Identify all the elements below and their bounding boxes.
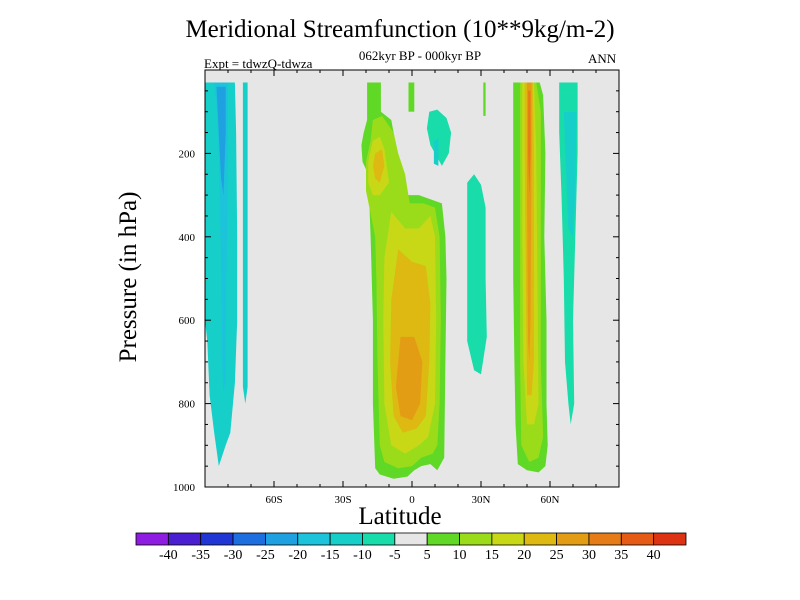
colorbar-label: -20 [288, 548, 307, 563]
contour-regions [205, 82, 578, 479]
colorbar-label: -40 [159, 548, 178, 563]
colorbar-label: -5 [389, 548, 401, 563]
colorbar: -40 -35 -30 -25 -20 -15 -10 -5 5 10 15 20 25 30 35 40 [135, 532, 687, 563]
colorbar-label: 20 [517, 548, 531, 563]
x-tick-label: 0 [409, 494, 415, 506]
colorbar-swatch [459, 532, 493, 546]
chart-title: Meridional Streamfunction (10**9kg/m-2) [185, 16, 615, 43]
colorbar-label: 40 [647, 548, 661, 563]
contour-region-21 [528, 90, 531, 196]
contour-region-3 [242, 82, 248, 404]
colorbar-swatch [491, 532, 525, 546]
colorbar-label: 15 [485, 548, 499, 563]
contour-region-12 [483, 82, 486, 116]
x-tick-label: 60N [541, 494, 560, 506]
contour-region-2 [216, 86, 226, 196]
colorbar-swatch [588, 532, 622, 546]
contour-region-13 [426, 109, 452, 166]
colorbar-swatch [620, 532, 655, 546]
colorbar-swatch [329, 532, 363, 546]
contour-region-15 [467, 174, 487, 375]
colorbar-swatch [297, 532, 331, 546]
x-tick-label: 30S [334, 494, 351, 506]
colorbar-label: -15 [321, 548, 340, 563]
colorbar-swatch [523, 532, 557, 546]
season-label: ANN [588, 51, 617, 66]
x-tick-label: 60S [265, 494, 282, 506]
colorbar-swatch [167, 532, 202, 546]
contour-region-8 [372, 149, 385, 183]
chart-subtitle: 062kyr BP - 000kyr BP [358, 48, 482, 63]
experiment-label: Expt = tdwzQ-tdwza [204, 56, 313, 71]
colorbar-swatch [135, 532, 169, 546]
colorbar-swatch [232, 532, 266, 546]
contour-region-23 [563, 111, 577, 237]
colorbar-swatch [265, 532, 299, 546]
y-tick-label: 800 [179, 399, 196, 411]
colorbar-label: -30 [224, 548, 243, 563]
contour-region-10 [395, 336, 423, 421]
colorbar-label: -10 [353, 548, 372, 563]
contour-region-11 [408, 82, 415, 112]
x-axis-label: Latitude [358, 503, 442, 530]
colorbar-label: 30 [582, 548, 596, 563]
colorbar-swatch [426, 532, 460, 546]
y-tick-label: 1000 [173, 482, 196, 494]
colorbar-label: 10 [453, 548, 467, 563]
colorbar-label: -35 [191, 548, 210, 563]
colorbar-swatch [200, 532, 234, 546]
colorbar-swatch [653, 532, 687, 546]
colorbar-label: 35 [614, 548, 628, 563]
y-tick-label: 200 [179, 148, 196, 160]
contour-region-0 [205, 82, 238, 467]
axis-ticks: 60S 30S 0 30N 60N 200 400 600 800 1000 [173, 70, 619, 506]
contour-region-14 [433, 138, 439, 166]
y-tick-label: 400 [179, 232, 196, 244]
x-tick-label: 30N [472, 494, 491, 506]
colorbar-label: 5 [424, 548, 431, 563]
colorbar-swatch [556, 532, 590, 546]
y-tick-label: 600 [179, 315, 196, 327]
colorbar-label: -25 [256, 548, 275, 563]
colorbar-swatch [362, 532, 396, 546]
colorbar-label: 25 [550, 548, 564, 563]
colorbar-swatch [394, 532, 428, 546]
